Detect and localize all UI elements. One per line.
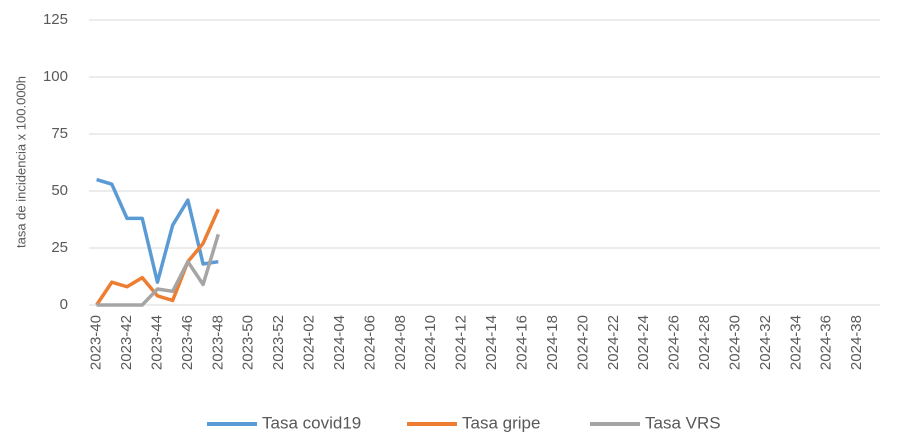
series-line bbox=[96, 177, 219, 284]
x-tick-label: 2023-48 bbox=[209, 315, 226, 370]
y-tick-label: 75 bbox=[51, 125, 68, 142]
x-tick-label: 2024-38 bbox=[848, 315, 865, 370]
x-tick-label: 2024-20 bbox=[574, 315, 591, 370]
x-tick-label: 2024-04 bbox=[331, 315, 348, 370]
series-line bbox=[96, 233, 220, 307]
x-tick-label: 2024-30 bbox=[726, 315, 743, 370]
y-tick-label: 25 bbox=[51, 239, 68, 256]
y-tick-label: 0 bbox=[60, 296, 68, 313]
x-tick-label: 2024-16 bbox=[513, 315, 530, 370]
legend-label: Tasa covid19 bbox=[262, 413, 361, 432]
x-tick-label: 2024-28 bbox=[696, 315, 713, 370]
y-tick-label: 125 bbox=[43, 11, 68, 28]
x-tick-label: 2023-50 bbox=[240, 315, 257, 370]
series-line bbox=[95, 208, 220, 306]
legend-label: Tasa gripe bbox=[462, 413, 540, 432]
x-tick-label: 2024-22 bbox=[605, 315, 622, 370]
x-tick-label: 2024-18 bbox=[544, 315, 561, 370]
y-tick-label: 100 bbox=[43, 68, 68, 85]
y-axis-label: tasa de incidencia x 100.000h bbox=[13, 76, 28, 248]
x-tick-label: 2023-44 bbox=[148, 315, 165, 370]
x-tick-label: 2023-40 bbox=[88, 315, 105, 370]
x-tick-label: 2024-12 bbox=[453, 315, 470, 370]
x-tick-label: 2023-52 bbox=[270, 315, 287, 370]
legend-label: Tasa VRS bbox=[645, 413, 721, 432]
x-tick-label: 2024-26 bbox=[666, 315, 683, 370]
y-tick-label: 50 bbox=[51, 182, 68, 199]
x-tick-label: 2024-14 bbox=[483, 315, 500, 370]
x-tick-label: 2024-08 bbox=[392, 315, 409, 370]
x-tick-label: 2024-10 bbox=[422, 315, 439, 370]
x-tick-label: 2023-42 bbox=[118, 315, 135, 370]
x-tick-label: 2024-02 bbox=[301, 315, 318, 370]
x-tick-label: 2024-24 bbox=[635, 315, 652, 370]
x-tick-label: 2024-36 bbox=[818, 315, 835, 370]
x-tick-label: 2024-32 bbox=[757, 315, 774, 370]
x-tick-label: 2023-46 bbox=[179, 315, 196, 370]
x-tick-label: 2024-06 bbox=[361, 315, 378, 370]
x-tick-label: 2024-34 bbox=[787, 315, 804, 370]
